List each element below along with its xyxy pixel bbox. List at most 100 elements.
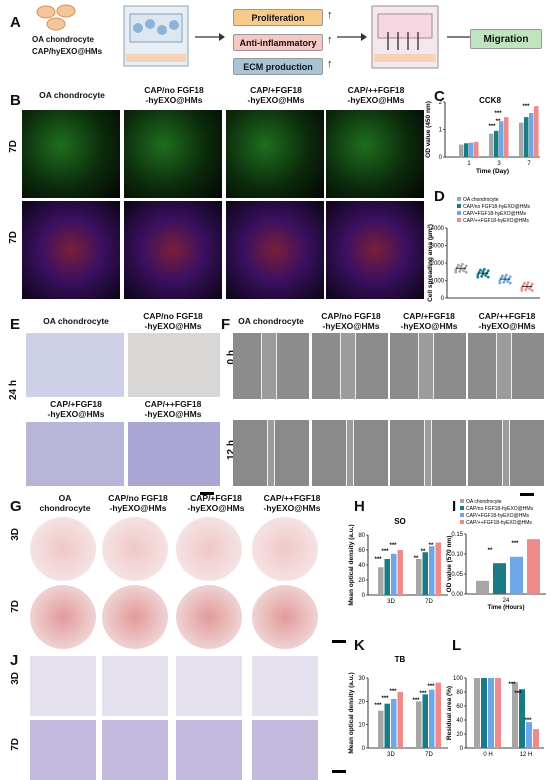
chart-i-legend-swatch: [460, 499, 464, 503]
panel-label-l: L: [452, 637, 462, 654]
so-stain-image: [176, 517, 242, 581]
so-stain-image: [30, 585, 96, 649]
chart-d-point: [457, 263, 460, 267]
chart-l-bar: [488, 678, 494, 748]
chart-c-sig: **: [496, 119, 501, 125]
chart-k-bar: [391, 699, 397, 748]
cells-icon: [36, 4, 76, 31]
panel-label-d: D: [434, 188, 445, 205]
chart-k-bar: [422, 694, 428, 748]
col-header-plus: CAP/+FGF18 -hyEXO@HMs: [400, 311, 458, 331]
chart-c-x-tick-label: 3: [497, 161, 501, 167]
chart-d-point: [498, 281, 502, 285]
col-header-no: CAP/no FGF18 -hyEXO@HMs: [144, 85, 204, 105]
ecm-production-box: ECM production: [233, 58, 323, 75]
chart-h-title: SO: [394, 517, 406, 526]
anti-inflammatory-box: Anti-inflammatory: [233, 34, 323, 51]
chart-d-legend-swatch: [457, 211, 461, 215]
chart-d-point: [498, 279, 502, 283]
chart-h-bar: [384, 559, 390, 595]
chart-i-legend-label: CAP/++FGF18-hyEXO@HMs: [466, 520, 532, 526]
chart-d-point: [524, 288, 528, 291]
chart-d-point: [486, 269, 490, 273]
proliferation-label: Proliferation: [251, 12, 305, 23]
chart-d-point: [486, 275, 490, 279]
col-header-oa: OA chondrocyte: [238, 316, 304, 326]
chart-l-ylabel: Residual area (%): [446, 686, 453, 740]
transwell-image: [26, 333, 124, 397]
panel-label-g: G: [10, 498, 22, 515]
chart-l-sig: ***: [514, 691, 522, 697]
col-header-plus: CAP/+FGF18 -hyEXO@HMs: [247, 85, 305, 105]
chart-k-bar: [378, 710, 384, 748]
anti-inflammatory-label: Anti-inflammatory: [239, 37, 317, 48]
chart-h-x-tick-label: 3D: [387, 599, 395, 605]
chart-k-sig: ***: [389, 689, 397, 695]
chart-i-legend-swatch: [460, 506, 464, 510]
migration-label: Migration: [483, 33, 529, 45]
chart-c-bar: [494, 130, 499, 157]
chart-c-title: CCK8: [479, 96, 501, 105]
chart-k-sig: ***: [374, 703, 382, 709]
chart-d-legend-swatch: [457, 218, 461, 222]
panel-label-h: H: [354, 498, 365, 515]
chart-i-legend-label: CAP/no FGF18-hyEXO@HMs: [466, 506, 534, 512]
chart-l-bar: [481, 678, 487, 748]
chart-d-point: [525, 283, 529, 287]
chart-k-x-tick-label: 3D: [387, 752, 395, 758]
scratch-gap: [424, 420, 432, 486]
chart-h-y-tick-label: 0: [362, 593, 366, 599]
schematic-cell2: CAP/hyEXO@HMs: [32, 47, 103, 56]
scratch-image: [468, 333, 544, 399]
so-stain-image: [252, 517, 318, 581]
chart-c-bar: [464, 143, 469, 157]
tb-stain-image: [252, 720, 318, 780]
chart-c-bar: [499, 121, 504, 157]
chart-h-sig: **: [429, 543, 434, 549]
chart-h-sig: ***: [389, 543, 397, 549]
fluorescence-image-green: [326, 110, 424, 198]
col-header-no: CAP/no FGF18 -hyEXO@HMs: [108, 493, 168, 513]
chart-c-ylabel: OD value (450 nm): [425, 101, 432, 158]
chart-d-point: [459, 265, 463, 269]
chart-d-y-tick-label: 0: [441, 296, 445, 302]
chart-c-y-tick-label: 0: [439, 155, 443, 161]
chart-i-x-tick-label: 24: [503, 598, 510, 604]
chart-l-y-tick-label: 20: [456, 732, 463, 738]
chart-d-point: [481, 270, 485, 273]
chart-d-point: [476, 273, 480, 277]
migration-well-icon: [371, 5, 439, 69]
chart-k-sig: ***: [412, 698, 420, 704]
chart-d-point: [462, 269, 465, 273]
so-stain-image: [30, 517, 96, 581]
scratch-image: [312, 333, 388, 399]
scratch-image: [233, 333, 309, 399]
chart-c-y-tick-label: 2: [439, 100, 443, 106]
chart-k-y-tick-label: 20: [358, 699, 365, 705]
chart-l-y-tick-label: 80: [456, 690, 463, 696]
chart-i-y-tick-label: 0.15: [451, 532, 463, 538]
chart-i-xlabel: Time (Hours): [488, 605, 525, 611]
chart-k-ylabel: Mean optical density (a.u.): [348, 672, 355, 753]
chart-d-y-tick-label: 2000: [431, 261, 445, 267]
tb-stain-image: [176, 720, 242, 780]
chart-d-point: [484, 274, 487, 277]
up-arrow-icon: ↑: [327, 58, 333, 70]
chart-d-point: [454, 268, 458, 272]
chart-d-point: [458, 270, 462, 273]
panel-label-i: I: [452, 498, 457, 515]
transwell-image: [128, 333, 220, 397]
chart-i-y-tick-label: 0.10: [451, 552, 463, 558]
chart-d-legend-swatch: [457, 204, 461, 208]
tb-stain-image: [30, 720, 96, 780]
chart-c-x-tick-label: 1: [467, 161, 471, 167]
panel-label-j: J: [10, 652, 19, 669]
chart-d-point: [503, 276, 507, 279]
col-header-plus: CAP/+FGF18 -hyEXO@HMs: [47, 399, 105, 419]
chart-h-bar: [422, 552, 428, 595]
chart-h-y-tick-label: 80: [358, 533, 365, 539]
chart-c-sig: ***: [488, 124, 496, 130]
chart-i-y-tick-label: 0.05: [451, 572, 463, 578]
fluorescence-image-green: [22, 110, 120, 198]
